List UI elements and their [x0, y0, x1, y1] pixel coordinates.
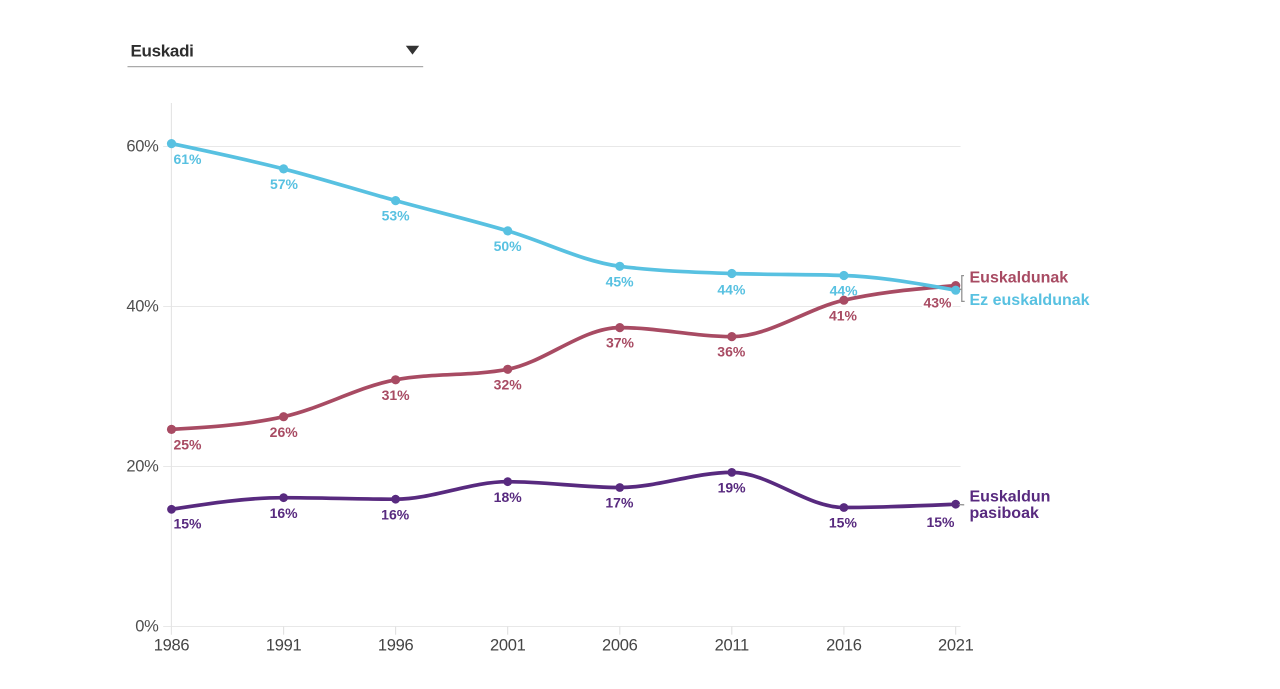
svg-text:1991: 1991	[266, 637, 302, 655]
svg-text:1996: 1996	[378, 637, 414, 655]
svg-text:16%: 16%	[381, 506, 410, 522]
svg-text:32%: 32%	[494, 376, 523, 392]
svg-text:19%: 19%	[718, 480, 747, 496]
svg-text:31%: 31%	[382, 387, 411, 403]
svg-text:2001: 2001	[490, 637, 526, 655]
svg-text:53%: 53%	[382, 208, 411, 224]
svg-text:45%: 45%	[606, 273, 635, 289]
svg-text:20%: 20%	[126, 458, 159, 476]
svg-text:40%: 40%	[126, 298, 159, 316]
svg-text:44%: 44%	[717, 281, 746, 297]
svg-text:60%: 60%	[126, 138, 159, 156]
svg-text:16%: 16%	[270, 505, 299, 521]
svg-text:17%: 17%	[605, 495, 634, 511]
svg-text:Euskaldunak: Euskaldunak	[970, 270, 1069, 287]
svg-text:2021: 2021	[938, 637, 974, 655]
svg-text:18%: 18%	[494, 489, 523, 505]
svg-text:1986: 1986	[154, 637, 190, 655]
svg-text:41%: 41%	[829, 307, 858, 323]
svg-text:44%: 44%	[830, 283, 859, 299]
svg-text:pasiboak: pasiboak	[970, 505, 1039, 522]
svg-text:2006: 2006	[602, 637, 638, 655]
svg-text:15%: 15%	[173, 516, 202, 532]
svg-text:2016: 2016	[826, 637, 862, 655]
svg-text:Euskadi: Euskadi	[131, 42, 194, 61]
svg-text:50%: 50%	[494, 238, 523, 254]
svg-text:Ez euskaldunak: Ez euskaldunak	[970, 292, 1090, 309]
svg-text:15%: 15%	[926, 514, 955, 530]
svg-text:25%: 25%	[173, 437, 202, 453]
svg-text:57%: 57%	[270, 176, 299, 192]
svg-text:15%: 15%	[829, 515, 858, 531]
svg-text:0%: 0%	[135, 618, 159, 636]
svg-text:2011: 2011	[715, 637, 749, 655]
svg-text:36%: 36%	[717, 344, 746, 360]
svg-text:37%: 37%	[606, 335, 635, 351]
svg-text:61%: 61%	[173, 151, 202, 167]
svg-text:43%: 43%	[923, 294, 952, 310]
svg-text:26%: 26%	[270, 424, 299, 440]
svg-text:Euskaldun: Euskaldun	[970, 489, 1051, 506]
